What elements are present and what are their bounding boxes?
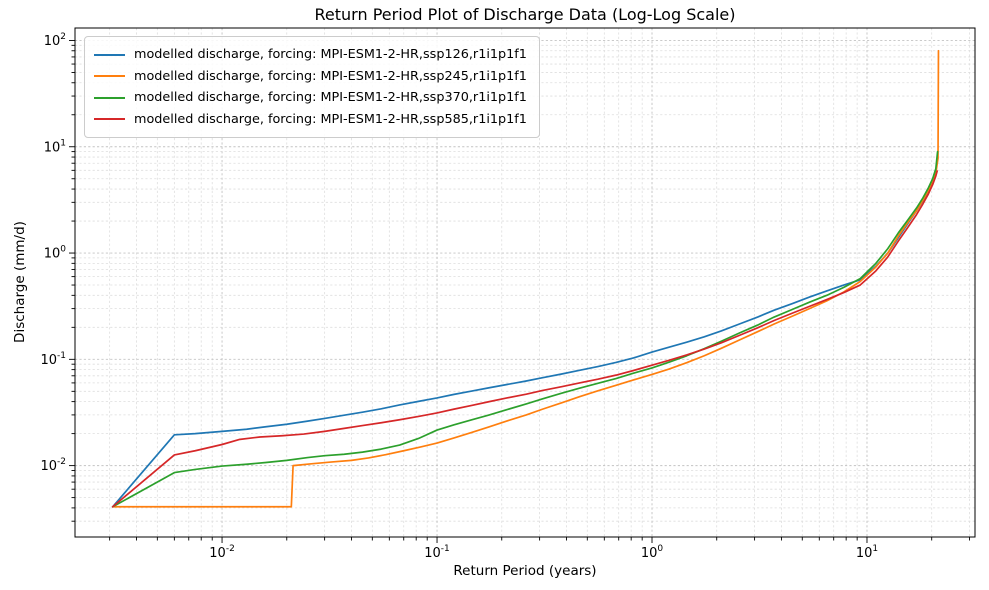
legend-label-ssp245: modelled discharge, forcing: MPI-ESM1-2-… [134, 68, 527, 84]
chart-title: Return Period Plot of Discharge Data (Lo… [314, 5, 736, 24]
legend-item-ssp126: modelled discharge, forcing: MPI-ESM1-2-… [94, 44, 527, 66]
legend-label-ssp370: modelled discharge, forcing: MPI-ESM1-2-… [134, 90, 527, 106]
series-line-0 [111, 176, 936, 508]
x-tick-label-1e1: 101 [856, 544, 878, 561]
legend-label-ssp126: modelled discharge, forcing: MPI-ESM1-2-… [134, 47, 527, 63]
legend-line-swatch-ssp370 [94, 96, 125, 99]
legend-line-swatch-ssp585 [94, 118, 125, 121]
series-lines [111, 49, 940, 508]
axes-spines [74, 27, 976, 538]
grid-major [75, 28, 975, 537]
x-tick-label-1e-1: 10-1 [424, 544, 450, 561]
y-tick-label-1e0: 100 [44, 245, 67, 262]
legend-label-ssp585: modelled discharge, forcing: MPI-ESM1-2-… [134, 111, 527, 127]
series-line-1 [111, 49, 940, 508]
y-tick-label-1e-2: 10-2 [40, 457, 66, 474]
y-tick-label-1e2: 102 [44, 32, 66, 49]
axis-ticks [69, 40, 971, 543]
series-line-2 [111, 150, 939, 508]
legend-line-swatch-ssp245 [94, 75, 125, 78]
x-axis-label: Return Period (years) [453, 563, 597, 579]
legend-item-ssp370: modelled discharge, forcing: MPI-ESM1-2-… [94, 87, 527, 109]
legend: modelled discharge, forcing: MPI-ESM1-2-… [84, 36, 540, 138]
y-tick-label-1e1: 101 [44, 138, 66, 155]
series-line-3 [111, 170, 938, 508]
x-tick-label-1e0: 100 [641, 544, 664, 561]
y-axis-label: Discharge (mm/d) [12, 221, 28, 343]
y-tick-label-1e-1: 10-1 [40, 351, 66, 368]
legend-item-ssp245: modelled discharge, forcing: MPI-ESM1-2-… [94, 66, 527, 88]
x-tick-label-1e-2: 10-2 [209, 544, 235, 561]
legend-item-ssp585: modelled discharge, forcing: MPI-ESM1-2-… [94, 109, 527, 131]
legend-line-swatch-ssp126 [94, 53, 125, 56]
